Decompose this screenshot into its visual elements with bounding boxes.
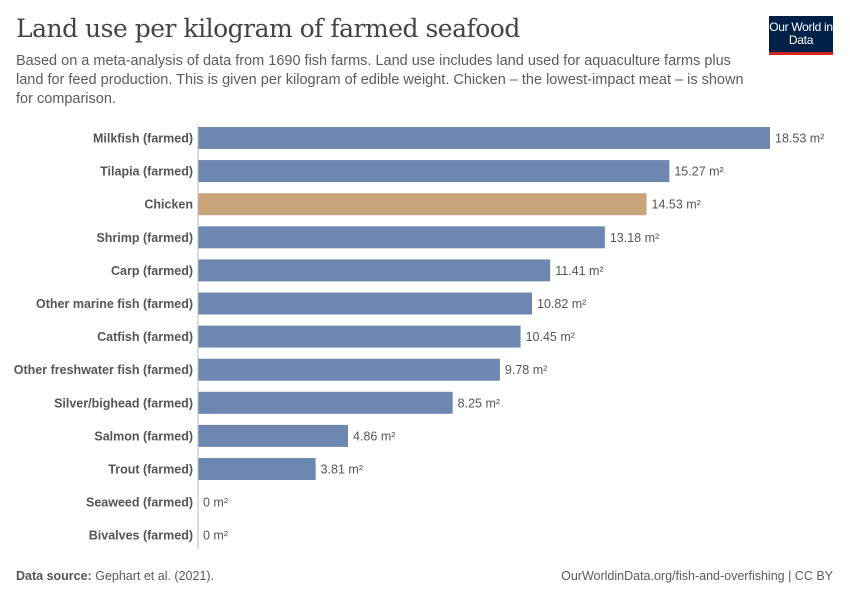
bar — [198, 193, 647, 216]
category-label: Trout (farmed) — [108, 463, 193, 477]
category-label: Seaweed (farmed) — [86, 496, 193, 510]
category-label: Other marine fish (farmed) — [36, 297, 193, 311]
category-label: Chicken — [144, 198, 193, 212]
value-label: 10.45 m² — [526, 330, 575, 344]
value-label: 0 m² — [203, 496, 228, 510]
value-label: 15.27 m² — [674, 165, 723, 179]
bar — [198, 226, 605, 249]
category-label: Catfish (farmed) — [97, 330, 193, 344]
category-label: Tilapia (farmed) — [100, 165, 193, 179]
value-label: 10.82 m² — [537, 297, 586, 311]
category-label: Silver/bighead (farmed) — [54, 396, 193, 410]
bar — [198, 325, 521, 348]
value-label: 8.25 m² — [458, 396, 500, 410]
bar — [198, 424, 349, 447]
category-label: Salmon (farmed) — [94, 429, 193, 443]
value-label: 9.78 m² — [505, 363, 547, 377]
chart-title: Land use per kilogram of farmed seafood — [16, 14, 520, 43]
bar — [198, 458, 316, 480]
value-label: 0 m² — [203, 529, 228, 543]
owid-logo[interactable]: Our World in Data — [769, 16, 833, 55]
value-label: 3.81 m² — [321, 463, 363, 477]
chart-subtitle: Based on a meta-analysis of data from 16… — [16, 53, 744, 107]
category-label: Other freshwater fish (farmed) — [14, 363, 193, 377]
bar — [198, 127, 770, 149]
data-source: Data source: Gephart et al. (2021). — [16, 569, 214, 583]
value-label: 11.41 m² — [555, 264, 603, 278]
bar — [198, 259, 551, 282]
category-label: Milkfish (farmed) — [93, 132, 193, 146]
source-url[interactable]: OurWorldinData.org/fish-and-overfishing … — [561, 569, 833, 583]
category-label: Bivalves (farmed) — [89, 529, 193, 543]
category-label: Shrimp (farmed) — [96, 231, 193, 245]
bar — [198, 160, 670, 183]
value-label: 14.53 m² — [652, 198, 701, 212]
bar — [198, 358, 500, 381]
bar — [198, 391, 453, 414]
source-label: Data source: — [16, 569, 92, 583]
value-label: 4.86 m² — [353, 429, 395, 443]
category-label: Carp (farmed) — [111, 264, 193, 278]
source-text[interactable]: Gephart et al. (2021). — [95, 569, 215, 583]
bar — [198, 292, 533, 315]
value-label: 13.18 m² — [610, 231, 659, 245]
value-label: 18.53 m² — [775, 132, 824, 146]
